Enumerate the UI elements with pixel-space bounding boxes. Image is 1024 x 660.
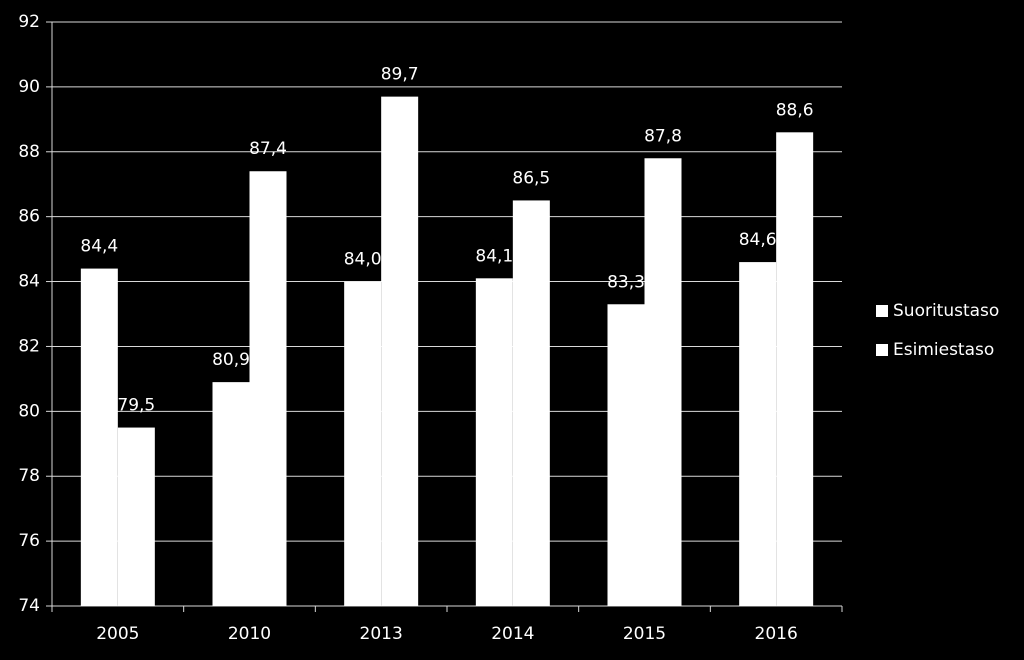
value-label: 79,5 <box>117 396 155 416</box>
bar <box>249 171 287 606</box>
bar <box>607 304 645 606</box>
value-label: 87,4 <box>249 139 287 159</box>
x-tick-label: 2015 <box>623 624 666 644</box>
y-tick-label: 74 <box>18 596 40 616</box>
y-tick-label: 80 <box>18 401 40 421</box>
value-label: 88,6 <box>776 100 814 120</box>
bar <box>644 158 682 606</box>
value-label: 84,1 <box>475 246 513 266</box>
bar <box>739 262 777 606</box>
legend-label: Suoritustaso <box>893 301 999 321</box>
value-label: 80,9 <box>212 350 250 370</box>
y-tick-label: 82 <box>18 336 40 356</box>
y-tick-label: 84 <box>18 272 40 292</box>
legend-swatch <box>876 305 888 317</box>
value-label: 84,4 <box>80 237 118 257</box>
value-label: 89,7 <box>381 65 419 85</box>
y-tick-label: 90 <box>18 77 40 97</box>
x-tick-label: 2013 <box>360 624 403 644</box>
value-label: 84,6 <box>739 230 777 250</box>
bar <box>80 268 118 606</box>
y-tick-label: 76 <box>18 531 40 551</box>
x-tick-label: 2014 <box>491 624 534 644</box>
y-tick-label: 92 <box>18 12 40 32</box>
legend-swatch <box>876 344 888 356</box>
x-tick-label: 2016 <box>755 624 798 644</box>
bar <box>512 200 550 606</box>
value-label: 87,8 <box>644 126 682 146</box>
bar <box>381 96 419 606</box>
bar <box>776 132 814 607</box>
value-label: 86,5 <box>512 168 550 188</box>
x-tick-label: 2010 <box>228 624 271 644</box>
value-label: 84,0 <box>344 250 382 270</box>
value-label: 83,3 <box>607 272 645 292</box>
bar <box>212 382 250 606</box>
y-tick-label: 88 <box>18 142 40 162</box>
x-tick-label: 2005 <box>96 624 139 644</box>
y-tick-label: 86 <box>18 207 40 227</box>
bar <box>344 281 382 606</box>
bar <box>475 278 513 606</box>
bar <box>117 427 155 606</box>
y-tick-label: 78 <box>18 466 40 486</box>
legend-label: Esimiestaso <box>893 340 994 360</box>
